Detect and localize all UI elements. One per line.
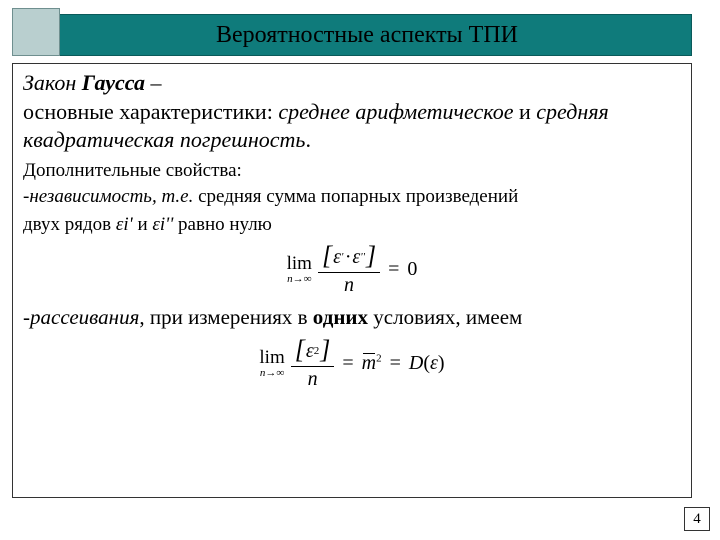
eps-sq: ε — [306, 341, 314, 361]
scattering-line: -рассеивания, при измерениях в одних усл… — [23, 305, 681, 330]
independence-pre: двух рядов — [23, 214, 116, 235]
limit-symbol: lim n→∞ — [287, 254, 312, 285]
lim-text: lim — [287, 254, 312, 273]
limit-symbol-2: lim n→∞ — [259, 348, 284, 379]
term-mean: среднее арифметическое — [278, 99, 513, 124]
law-name: Гаусса — [82, 70, 145, 95]
mbar-squared: m2 — [362, 352, 382, 375]
scattering-mid1: , при измерениях в — [139, 305, 312, 329]
rpar: ) — [438, 352, 445, 374]
slide-title: Вероятностные аспекты ТПИ — [216, 22, 518, 49]
corner-decoration — [12, 8, 60, 56]
prime2: '' — [360, 252, 365, 263]
main-characteristics: основные характеристики: среднее арифмет… — [23, 98, 681, 154]
m-exp: 2 — [376, 353, 382, 365]
D: D — [409, 352, 423, 374]
eps2: ε — [352, 247, 360, 267]
epsilon-i-double-prime: εi'' — [152, 214, 173, 235]
dash: - — [23, 305, 30, 329]
m-bar: m — [362, 352, 376, 375]
d-of-eps: D(ε) — [409, 352, 445, 375]
page-number-box: 4 — [684, 507, 710, 531]
scattering-term: рассеивания — [30, 305, 139, 329]
slide: Вероятностные аспекты ТПИ Закон Гаусса –… — [0, 0, 720, 540]
title-bar: Вероятностные аспекты ТПИ — [42, 14, 692, 56]
independence-rest1: средняя сумма попарных произведений — [193, 186, 518, 207]
independence-line1: -независимость, т.е. средняя сумма попар… — [23, 186, 681, 208]
scattering-mid2: условиях, имеем — [368, 305, 522, 329]
lim-sub-2: n→∞ — [260, 368, 284, 379]
maindesc-joiner: и — [514, 99, 537, 124]
fraction-2: ε2 n — [291, 338, 335, 389]
formula-scattering: lim n→∞ ε2 n = m2 = D(ε) — [23, 338, 681, 389]
equals-1: = — [340, 352, 355, 375]
denominator-2: n — [304, 367, 322, 389]
content-box: Закон Гаусса – основные характеристики: … — [12, 63, 692, 498]
fraction: ε'·ε'' n — [318, 244, 380, 295]
maindesc-lead: основные характеристики: — [23, 99, 278, 124]
independence-term: независимость, т.е. — [29, 186, 193, 207]
exp2: 2 — [314, 346, 320, 357]
independence-mid: и — [133, 214, 153, 235]
scattering-bold: одних — [313, 305, 368, 329]
law-dash: – — [145, 70, 162, 95]
independence-line2: двух рядов εi' и εi'' равно нулю — [23, 214, 681, 236]
dot: · — [343, 247, 352, 267]
formula-independence: lim n→∞ ε'·ε'' n = 0 — [23, 244, 681, 295]
rhs-zero: 0 — [407, 258, 417, 281]
law-prefix: Закон — [23, 70, 82, 95]
eps-arg: ε — [430, 352, 438, 374]
independence-post: равно нулю — [173, 214, 272, 235]
equals: = — [386, 258, 401, 281]
gauss-law-heading: Закон Гаусса – — [23, 70, 681, 96]
lim-text-2: lim — [259, 348, 284, 367]
denominator: n — [340, 273, 358, 295]
page-number: 4 — [693, 511, 701, 528]
eps1: ε — [333, 247, 341, 267]
maindesc-tail: . — [305, 127, 311, 152]
additional-properties-label: Дополнительные свойства: — [23, 160, 681, 182]
numerator-2: ε2 — [291, 338, 335, 367]
lim-sub: n→∞ — [287, 274, 311, 285]
numerator: ε'·ε'' — [318, 244, 380, 273]
equals-2: = — [388, 352, 403, 375]
epsilon-i-prime: εi' — [116, 214, 133, 235]
